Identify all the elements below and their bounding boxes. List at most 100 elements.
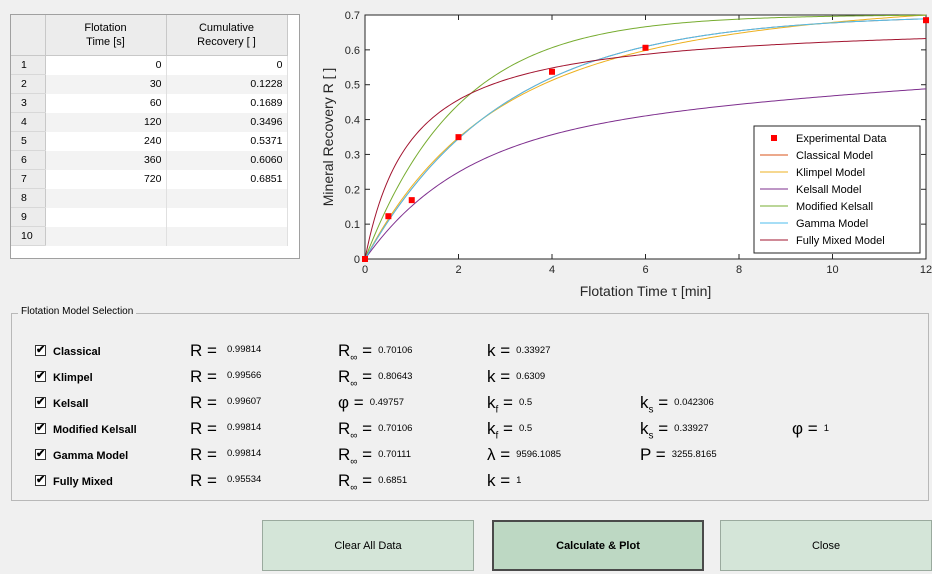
recovery-cell[interactable] <box>166 188 288 208</box>
data-point <box>923 17 929 24</box>
r-label: R = <box>190 445 217 464</box>
time-cell[interactable]: 30 <box>45 74 167 94</box>
recovery-cell[interactable]: 0.1689 <box>166 93 288 113</box>
time-cell[interactable]: 720 <box>45 169 167 189</box>
time-cell[interactable] <box>45 207 167 227</box>
param-equals: = <box>357 445 373 464</box>
param-value: 0.70106 <box>378 345 413 356</box>
column-header-recovery[interactable]: Cumulative Recovery [ ] <box>166 15 288 56</box>
param-subscript: ∞ <box>350 352 358 364</box>
param-value: 9596.1085 <box>516 449 562 460</box>
time-cell[interactable] <box>45 188 167 208</box>
model-checkbox[interactable]: ✔ <box>35 474 46 486</box>
row-number[interactable]: 2 <box>11 74 46 94</box>
param-name: R∞ <box>338 445 358 468</box>
param-name: ks <box>640 419 654 442</box>
param-equals: = <box>357 471 373 490</box>
table-row[interactable]: 2 30 0.1228 <box>11 74 288 94</box>
time-cell[interactable]: 360 <box>45 150 167 170</box>
close-button[interactable]: Close <box>720 520 932 571</box>
panel-title: Flotation Model Selection <box>18 306 137 317</box>
param-name: R∞ <box>338 471 358 494</box>
row-number[interactable]: 6 <box>11 150 46 170</box>
param-subscript: ∞ <box>350 378 358 390</box>
row-number[interactable]: 7 <box>11 169 46 189</box>
param-equals: = <box>803 419 818 438</box>
table-row[interactable]: 10 <box>11 226 288 246</box>
model-checkbox[interactable]: ✔ <box>35 370 46 382</box>
recovery-cell[interactable]: 0.3496 <box>166 112 288 132</box>
row-number[interactable]: 8 <box>11 188 46 208</box>
model-label[interactable]: Gamma Model <box>53 450 129 462</box>
param-p1: R∞ = 0.70106 <box>338 419 412 441</box>
param-p1: φ = 0.49757 <box>338 393 404 413</box>
time-header-line1: Flotation <box>84 22 127 34</box>
recovery-cell[interactable] <box>166 226 288 246</box>
data-table[interactable]: Flotation Time [s] Cumulative Recovery [ ]… <box>10 14 300 259</box>
param-p1: R∞ = 0.6851 <box>338 471 407 493</box>
row-number[interactable]: 1 <box>11 55 46 75</box>
y-tick-label: 0.7 <box>345 10 360 22</box>
model-checkbox[interactable]: ✔ <box>35 448 46 460</box>
clear-all-data-button[interactable]: Clear All Data <box>262 520 474 571</box>
param-value: 0.6851 <box>378 475 408 486</box>
model-checkbox[interactable]: ✔ <box>35 344 46 356</box>
param-value: 0.70111 <box>378 449 412 460</box>
table-row[interactable]: 7 720 0.6851 <box>11 169 288 189</box>
time-cell[interactable] <box>45 226 167 246</box>
table-row[interactable]: 4 120 0.3496 <box>11 112 288 132</box>
row-number[interactable]: 5 <box>11 131 46 151</box>
y-tick-label: 0.6 <box>345 45 360 57</box>
model-label[interactable]: Fully Mixed <box>53 476 113 488</box>
r-label: R = <box>190 419 217 438</box>
recovery-cell[interactable]: 0 <box>166 55 288 75</box>
table-row[interactable]: 5 240 0.5371 <box>11 131 288 151</box>
param-name: P <box>640 445 652 464</box>
param-value: 0.80643 <box>378 371 413 382</box>
model-label[interactable]: Klimpel <box>53 372 93 384</box>
legend-label: Classical Model <box>796 150 873 162</box>
row-number[interactable]: 9 <box>11 207 46 227</box>
model-label[interactable]: Modified Kelsall <box>53 424 137 436</box>
recovery-cell[interactable]: 0.6060 <box>166 150 288 170</box>
legend-label: Fully Mixed Model <box>796 235 885 247</box>
time-cell[interactable]: 120 <box>45 112 167 132</box>
recovery-cell[interactable] <box>166 207 288 227</box>
calculate-plot-button[interactable]: Calculate & Plot <box>492 520 704 571</box>
row-number[interactable]: 4 <box>11 112 46 132</box>
row-number[interactable]: 3 <box>11 93 46 113</box>
table-row[interactable]: 9 <box>11 207 288 227</box>
param-equals: = <box>653 393 669 412</box>
table-row[interactable]: 6 360 0.6060 <box>11 150 288 170</box>
model-label[interactable]: Classical <box>53 346 101 358</box>
recovery-cell[interactable]: 0.1228 <box>166 74 288 94</box>
y-tick-label: 0.2 <box>345 184 360 196</box>
param-value: 0.70106 <box>378 423 413 434</box>
data-point <box>642 44 649 51</box>
corner-header <box>11 15 46 56</box>
column-header-time[interactable]: Flotation Time [s] <box>45 15 167 56</box>
model-row: ✔ Modified Kelsall R = 0.99814 R∞ = 0.70106 kf… <box>12 419 928 445</box>
param-value: 1 <box>516 475 522 486</box>
model-label[interactable]: Kelsall <box>53 398 89 410</box>
recovery-cell[interactable]: 0.6851 <box>166 169 288 189</box>
time-cell[interactable]: 0 <box>45 55 167 75</box>
model-checkbox[interactable]: ✔ <box>35 396 46 408</box>
param-equals: = <box>495 341 511 360</box>
param-value: 0.042306 <box>674 397 714 408</box>
param-equals: = <box>495 367 511 386</box>
param-value: 0.49757 <box>369 397 405 408</box>
data-point <box>362 256 368 262</box>
model-checkbox[interactable]: ✔ <box>35 422 46 434</box>
param-equals: = <box>498 393 513 412</box>
row-number[interactable]: 10 <box>11 226 46 246</box>
table-row[interactable]: 8 <box>11 188 288 208</box>
param-p2: λ = 9596.1085 <box>487 445 561 465</box>
time-cell[interactable]: 240 <box>45 131 167 151</box>
param-name: φ <box>338 393 350 412</box>
param-name: R∞ <box>338 367 358 390</box>
time-cell[interactable]: 60 <box>45 93 167 113</box>
recovery-cell[interactable]: 0.5371 <box>166 131 288 151</box>
table-row[interactable]: 3 60 0.1689 <box>11 93 288 113</box>
